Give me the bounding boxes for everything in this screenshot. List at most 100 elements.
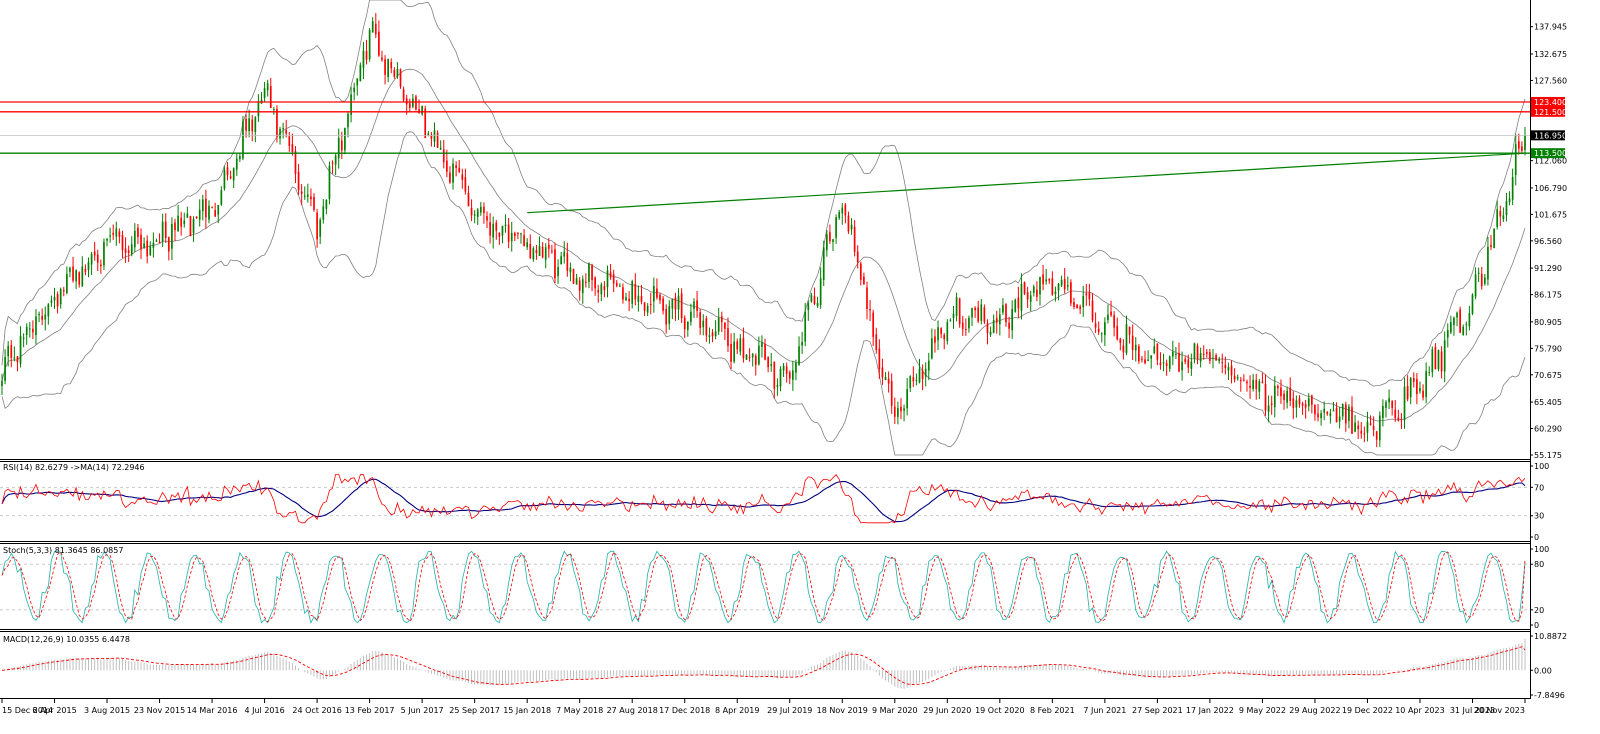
candle xyxy=(1162,353,1165,372)
candle xyxy=(1258,378,1261,399)
candle xyxy=(631,279,634,309)
candle xyxy=(875,327,878,354)
candle xyxy=(742,327,745,363)
candle xyxy=(1199,347,1202,368)
candle xyxy=(1051,271,1054,296)
candle xyxy=(458,160,461,174)
candle xyxy=(1357,420,1360,439)
candle xyxy=(347,112,349,138)
candle xyxy=(1385,400,1387,418)
candle xyxy=(294,146,297,184)
candle xyxy=(325,199,328,215)
candle xyxy=(1249,375,1251,399)
bb-upper xyxy=(1,0,1526,387)
candle xyxy=(1252,373,1254,392)
trendline[interactable] xyxy=(527,152,1526,214)
candle xyxy=(541,242,544,259)
candle xyxy=(764,338,766,361)
candle xyxy=(1212,348,1214,369)
candle xyxy=(547,238,550,258)
candle xyxy=(677,288,680,320)
candle xyxy=(1341,403,1344,420)
candle xyxy=(643,302,646,316)
candle xyxy=(881,358,884,385)
candle xyxy=(770,352,773,372)
candle xyxy=(1468,305,1471,331)
level-tag: 121.500 xyxy=(1531,106,1567,117)
candle xyxy=(1246,379,1248,392)
candlesticks xyxy=(1,13,1526,448)
candle xyxy=(1023,281,1026,295)
candle xyxy=(498,232,501,245)
time-tick-label: 29 Jun 2020 xyxy=(923,706,971,715)
candle xyxy=(127,245,130,262)
ind-tick-label: 20 xyxy=(1534,606,1544,615)
candle xyxy=(665,304,668,334)
candle xyxy=(563,241,566,264)
price-tick-label: 91.290 xyxy=(1534,264,1562,273)
candle xyxy=(1187,354,1190,374)
candle xyxy=(1029,290,1032,312)
candle xyxy=(446,149,448,178)
candle xyxy=(1159,352,1162,370)
candle xyxy=(59,287,62,309)
candle xyxy=(1221,353,1224,374)
candle xyxy=(1008,316,1010,339)
candle xyxy=(310,188,312,207)
horizontal-levels[interactable] xyxy=(0,101,1530,154)
candle xyxy=(958,297,961,328)
candle xyxy=(690,303,692,326)
svg-text:121.500: 121.500 xyxy=(1534,108,1567,117)
candle xyxy=(1459,306,1461,334)
time-tick-label: 23 Nov 2015 xyxy=(134,706,185,715)
time-tick-label: 27 Sep 2021 xyxy=(1132,706,1183,715)
candle xyxy=(1082,285,1085,317)
candle xyxy=(1372,416,1375,437)
candle xyxy=(1066,276,1069,291)
candle xyxy=(804,302,807,347)
candle xyxy=(671,298,674,320)
candle xyxy=(390,58,393,74)
candle xyxy=(1011,300,1014,339)
candle xyxy=(331,160,334,174)
candle xyxy=(387,58,390,83)
candle xyxy=(476,208,479,225)
candle xyxy=(1394,399,1397,422)
candle xyxy=(1036,281,1038,302)
candle xyxy=(350,86,352,123)
candle xyxy=(934,329,936,353)
candle xyxy=(69,266,71,278)
candle xyxy=(130,236,133,257)
candle xyxy=(112,224,115,240)
candle xyxy=(683,315,686,339)
price-tick-label: 55.175 xyxy=(1534,451,1562,460)
candle xyxy=(863,272,865,285)
candle xyxy=(517,232,519,240)
candle xyxy=(1406,375,1409,402)
candle xyxy=(906,378,908,416)
ind-tick-label: 30 xyxy=(1534,512,1544,521)
candle xyxy=(699,309,702,335)
candle xyxy=(943,333,946,350)
candle xyxy=(464,168,467,195)
ind-tick-label: 10.8872 xyxy=(1534,632,1567,641)
candle xyxy=(634,273,637,306)
candle xyxy=(1233,368,1236,383)
candle xyxy=(433,122,436,148)
time-tick-label: 14 Mar 2016 xyxy=(187,706,238,715)
candle xyxy=(1273,376,1276,418)
candle xyxy=(1419,381,1421,394)
candle xyxy=(1354,415,1356,433)
ind-tick-label: -7.8496 xyxy=(1534,691,1565,700)
time-tick-label: 4 Jul 2016 xyxy=(244,706,284,715)
candle xyxy=(841,202,844,225)
candle xyxy=(918,358,921,384)
candle xyxy=(529,234,532,260)
candle xyxy=(1039,276,1041,306)
candle xyxy=(927,352,930,381)
candle xyxy=(1131,324,1134,360)
candle xyxy=(736,338,739,355)
candle xyxy=(1450,315,1452,335)
candle xyxy=(980,298,983,325)
